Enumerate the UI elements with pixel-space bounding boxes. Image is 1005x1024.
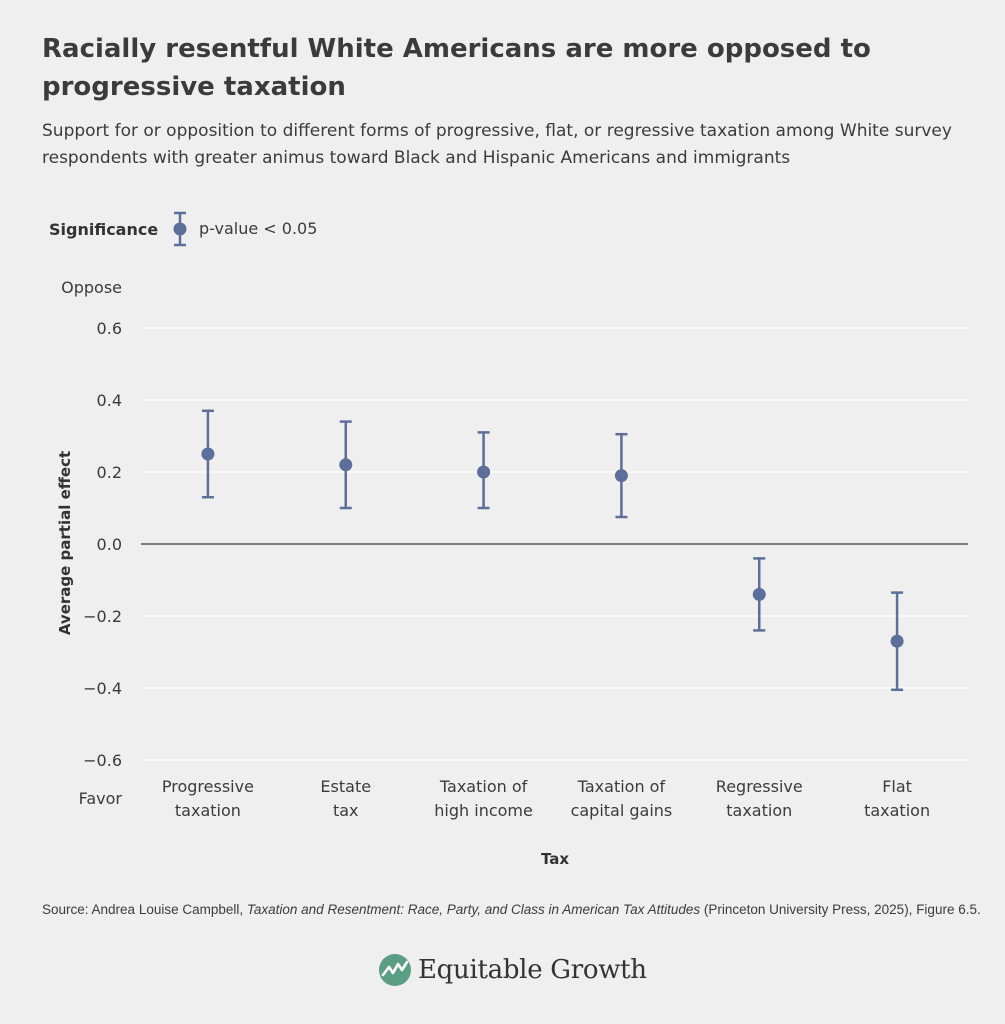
brand-name: Equitable Growth (418, 955, 647, 985)
y-tick-label: 0.6 (97, 319, 122, 338)
data-point (614, 469, 628, 483)
legend-label: p-value < 0.05 (199, 219, 317, 238)
x-tick-label: taxation (864, 801, 930, 820)
plot-area: 0.6 0.4 0.2 0.0 −0.2 −0.4 −0.6 Progressive taxat… (83, 319, 968, 820)
y-bottom-label: Favor (79, 789, 123, 808)
x-tick-label: tax (333, 801, 359, 820)
source-note: Source: Andrea Louise Campbell, Taxation… (42, 902, 981, 917)
legend-title: Significance (49, 220, 158, 239)
x-axis-label: Tax (541, 850, 569, 868)
y-tick-label: 0.0 (97, 535, 122, 554)
x-tick-label: Estate (320, 777, 371, 796)
x-tick-label: taxation (175, 801, 241, 820)
x-tick-label: Taxation of (439, 777, 528, 796)
y-axis-label: Average partial effect (56, 451, 74, 635)
y-tick-label: 0.2 (97, 463, 122, 482)
legend: Significance p-value < 0.05 (49, 211, 317, 247)
equitable-growth-logo-icon (379, 954, 411, 986)
legend-marker (173, 222, 187, 236)
data-point (752, 587, 766, 601)
x-tick-label: Taxation of (577, 777, 666, 796)
y-tick-label: −0.6 (83, 751, 122, 770)
chart-subtitle: Support for or opposition to different f… (42, 121, 952, 168)
y-tick-label: −0.4 (83, 679, 122, 698)
data-point (477, 465, 491, 479)
x-tick-label: capital gains (571, 801, 673, 820)
x-tick-label: Progressive (162, 777, 254, 796)
data-point (339, 458, 353, 472)
data-point (890, 634, 904, 648)
y-top-label: Oppose (61, 278, 122, 297)
data-point (201, 447, 215, 461)
x-tick-label: Flat (882, 777, 912, 796)
x-tick-label: Regressive (716, 777, 803, 796)
y-tick-label: −0.2 (83, 607, 122, 626)
chart-title: Racially resentful White Americans are m… (42, 34, 871, 102)
source-suffix: (Princeton University Press, 2025), Figu… (700, 902, 981, 917)
y-tick-label: 0.4 (97, 391, 122, 410)
brand-logo: Equitable Growth (378, 950, 647, 990)
source-book-title: Taxation and Resentment: Race, Party, an… (246, 902, 701, 917)
x-tick-label: high income (434, 801, 533, 820)
source-prefix: Source: Andrea Louise Campbell, (42, 902, 247, 917)
x-tick-label: taxation (726, 801, 792, 820)
